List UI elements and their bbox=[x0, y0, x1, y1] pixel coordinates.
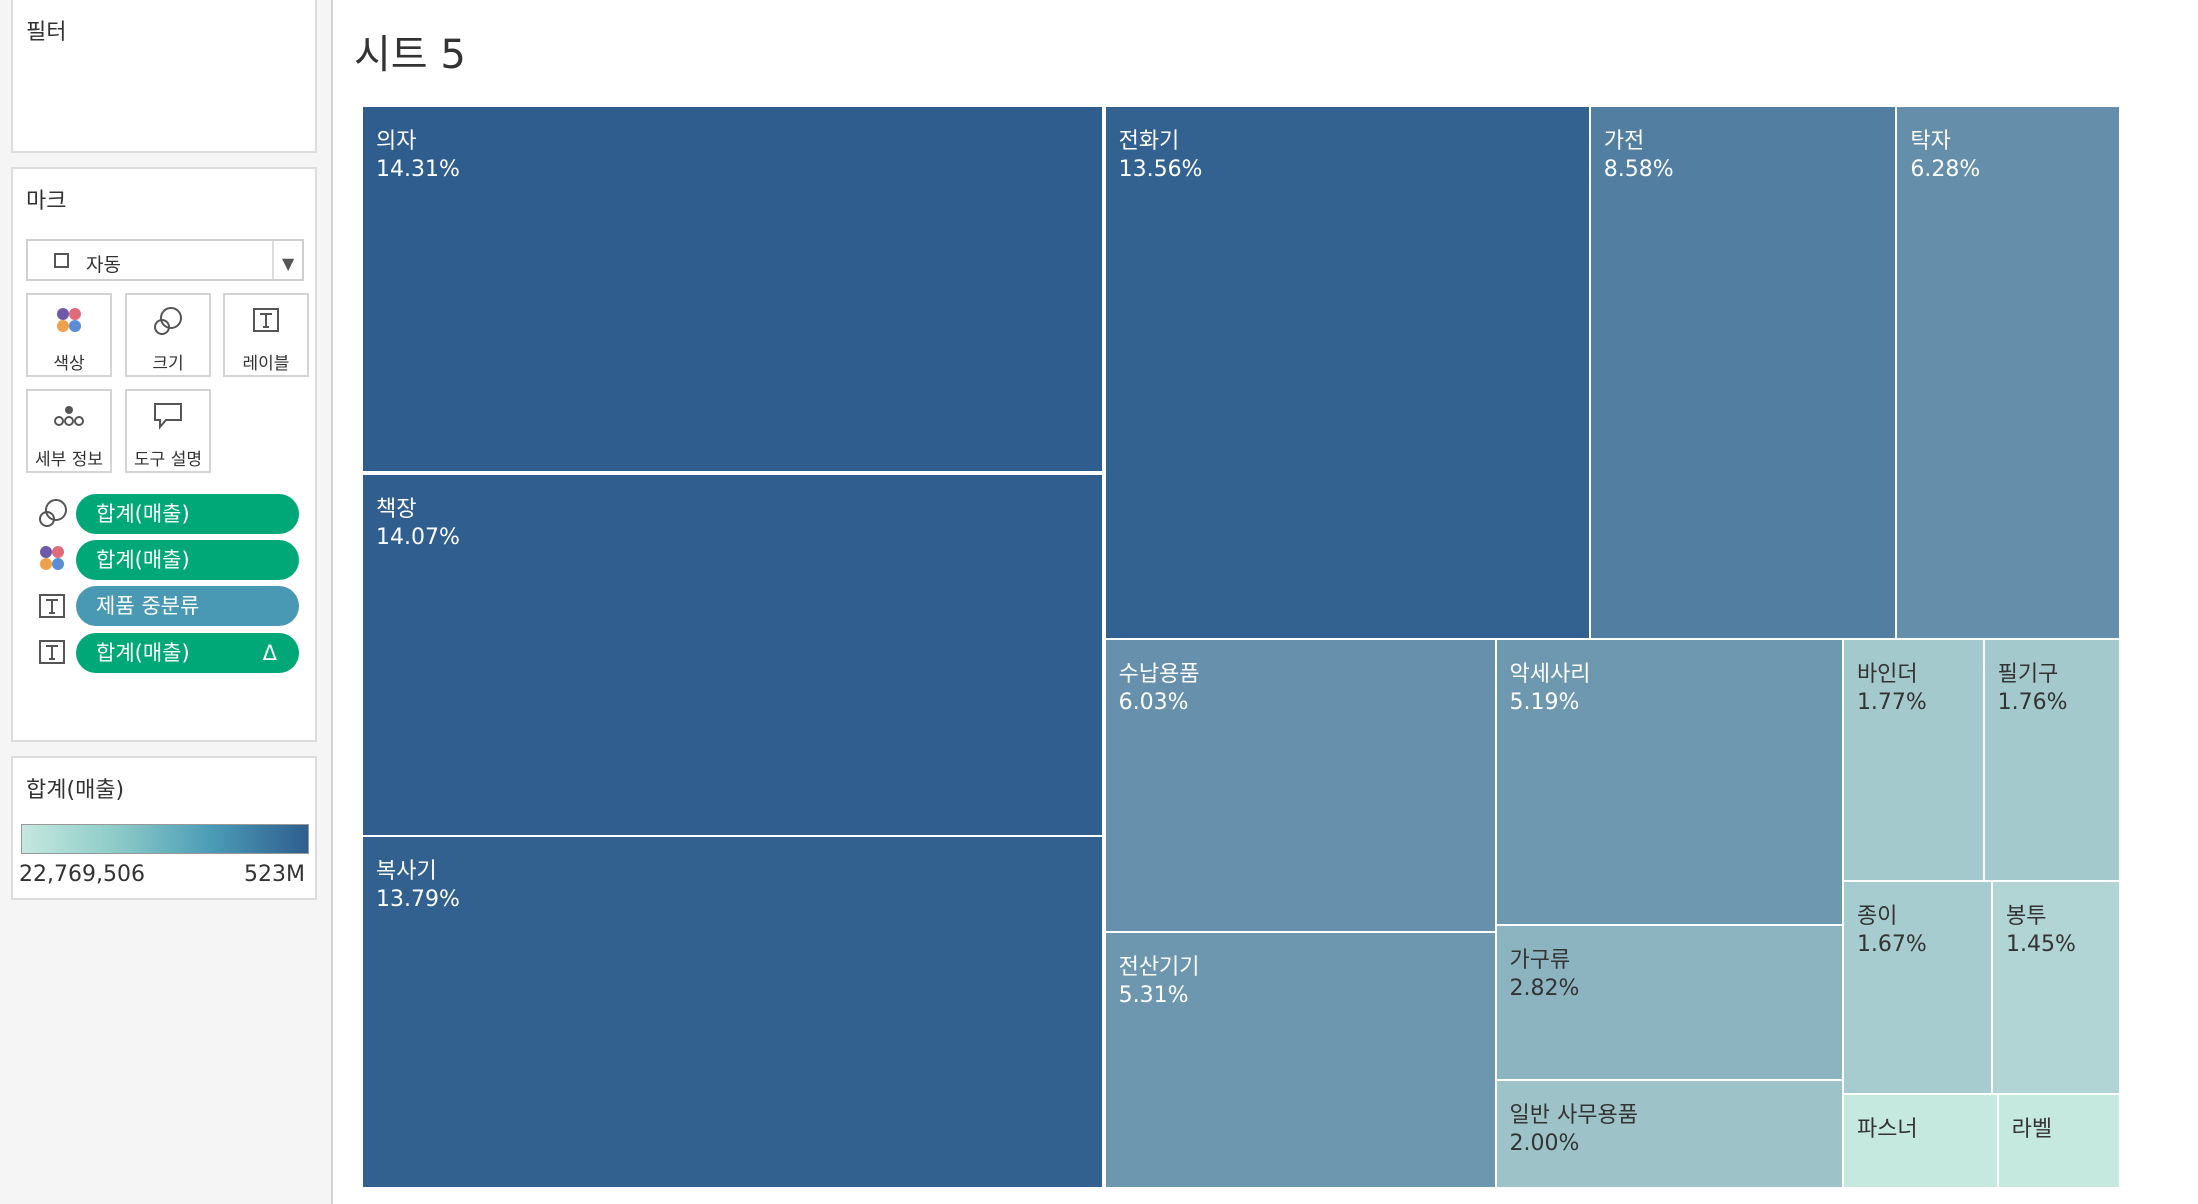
treemap-cell-name: 수납용품 bbox=[1118, 661, 1200, 687]
label-pill-category-label: 제품 중분류 bbox=[96, 594, 200, 618]
treemap-cell-percent: 1.77% bbox=[1856, 689, 1927, 715]
treemap-cell-name: 의자 bbox=[376, 129, 417, 154]
marks-title: 마크 bbox=[26, 189, 67, 214]
color-button[interactable]: 색상 bbox=[26, 293, 112, 377]
marks-card: 마크 자동 ▼ 색상 크기 bbox=[11, 167, 317, 742]
treemap-cell-name: 종이 bbox=[1856, 903, 1898, 929]
legend-max-label: 523M bbox=[244, 862, 305, 887]
treemap-cell-percent: 2.82% bbox=[1509, 975, 1580, 1001]
treemap-cell-percent: 13.79% bbox=[376, 886, 460, 912]
treemap-cell-name: 복사기 bbox=[376, 858, 437, 884]
tooltip-button[interactable]: 도구 설명 bbox=[125, 389, 211, 473]
size-button-label: 크기 bbox=[152, 354, 184, 374]
treemap-cell-percent: 14.31% bbox=[376, 157, 460, 182]
treemap-cell-name: 악세사리 bbox=[1509, 661, 1591, 687]
treemap-cell-name: 책장 bbox=[376, 496, 417, 522]
size-icon bbox=[37, 497, 69, 529]
treemap-cell[interactable]: 전산기기 5.31% bbox=[1104, 931, 1496, 1188]
treemap-cell-percent: 8.58% bbox=[1603, 157, 1674, 182]
label-pill-sales[interactable]: 합계(매출) Δ bbox=[76, 633, 299, 673]
label-icon bbox=[37, 637, 69, 669]
treemap-cell-name: 파스너 bbox=[1856, 1116, 1918, 1142]
treemap-cell-percent: 13.56% bbox=[1118, 157, 1203, 182]
treemap-cell-name: 탁자 bbox=[1910, 129, 1951, 154]
treemap-cell-name: 바인더 bbox=[1856, 661, 1918, 687]
treemap-cell[interactable]: 종이 1.67% bbox=[1842, 880, 1993, 1094]
treemap-cell-name: 봉투 bbox=[2006, 903, 2047, 929]
color-pill[interactable]: 합계(매출) bbox=[76, 540, 299, 580]
color-icon bbox=[37, 543, 69, 575]
mark-type-label: 자동 bbox=[86, 254, 121, 276]
size-button[interactable]: 크기 bbox=[125, 293, 211, 377]
treemap-cell[interactable]: 책장 14.07% bbox=[362, 473, 1104, 836]
treemap-cell[interactable]: 수납용품 6.03% bbox=[1104, 638, 1496, 932]
mark-type-dropdown[interactable]: 자동 ▼ bbox=[26, 239, 304, 281]
legend-min-label: 22,769,506 bbox=[19, 862, 145, 887]
treemap-cell[interactable]: 가전 8.58% bbox=[1589, 106, 1897, 639]
treemap-cell-percent: 5.31% bbox=[1118, 982, 1189, 1008]
dropdown-separator bbox=[272, 241, 274, 279]
treemap-cell[interactable]: 파스너 bbox=[1842, 1093, 1998, 1188]
treemap-cell-name: 가구류 bbox=[1509, 947, 1571, 973]
label-button[interactable]: 레이블 bbox=[223, 293, 309, 377]
mark-type-square-icon bbox=[54, 253, 69, 268]
color-button-label: 색상 bbox=[53, 354, 85, 374]
size-pill-label: 합계(매출) bbox=[96, 502, 190, 526]
treemap-cell[interactable]: 악세사리 5.19% bbox=[1495, 638, 1843, 925]
size-pill[interactable]: 합계(매출) bbox=[76, 494, 299, 534]
label-icon bbox=[37, 591, 69, 623]
treemap-cell-percent: 1.76% bbox=[1997, 689, 2068, 715]
treemap-cell-name: 전화기 bbox=[1118, 129, 1180, 154]
treemap-cell-percent: 14.07% bbox=[376, 524, 460, 550]
label-button-label: 레이블 bbox=[242, 354, 290, 374]
color-icon bbox=[28, 305, 110, 339]
label-pill-category[interactable]: 제품 중분류 bbox=[76, 586, 299, 626]
filters-title: 필터 bbox=[26, 20, 67, 45]
color-pill-label: 합계(매출) bbox=[96, 548, 190, 572]
filters-shelf[interactable]: 필터 bbox=[11, 0, 317, 153]
treemap-cell-percent: 1.45% bbox=[2006, 931, 2076, 957]
treemap-cell-name: 필기구 bbox=[1997, 661, 2059, 687]
detail-button[interactable]: 세부 정보 bbox=[26, 389, 112, 473]
treemap-cell-name: 가전 bbox=[1603, 129, 1645, 154]
treemap-cell-percent: 1.67% bbox=[1856, 931, 1927, 957]
tooltip-button-label: 도구 설명 bbox=[134, 450, 202, 470]
treemap-cell-name: 라벨 bbox=[2011, 1116, 2053, 1142]
chevron-down-icon[interactable]: ▼ bbox=[282, 254, 295, 273]
treemap-cell-percent: 2.00% bbox=[1509, 1130, 1580, 1156]
label-pill-sales-label: 합계(매출) bbox=[96, 641, 190, 665]
treemap-cell[interactable]: 필기구 1.76% bbox=[1983, 638, 2120, 881]
treemap-cell[interactable]: 바인더 1.77% bbox=[1842, 638, 1984, 881]
tooltip-icon bbox=[127, 401, 209, 435]
treemap-cell-percent: 6.03% bbox=[1118, 689, 1189, 715]
detail-icon bbox=[28, 401, 110, 435]
color-gradient-bar bbox=[21, 824, 309, 854]
treemap-cell[interactable]: 봉투 1.45% bbox=[1992, 880, 2120, 1094]
label-icon bbox=[225, 305, 307, 339]
treemap-cell-percent: 5.19% bbox=[1509, 689, 1580, 715]
left-pane: 필터 마크 자동 ▼ 색상 크기 bbox=[0, 0, 333, 1204]
treemap-cell-percent: 6.28% bbox=[1910, 157, 1981, 182]
treemap-cell[interactable]: 일반 사무용품 2.00% bbox=[1495, 1079, 1843, 1188]
legend-title: 합계(매출) bbox=[26, 778, 125, 803]
detail-button-label: 세부 정보 bbox=[35, 450, 103, 470]
size-icon bbox=[127, 305, 209, 341]
sheet-title: 시트 5 bbox=[354, 32, 466, 78]
treemap-cell-name: 일반 사무용품 bbox=[1509, 1102, 1638, 1128]
treemap-cell[interactable]: 가구류 2.82% bbox=[1495, 924, 1843, 1080]
treemap-cell[interactable]: 복사기 13.79% bbox=[362, 835, 1104, 1188]
treemap-cell-name: 전산기기 bbox=[1118, 954, 1200, 980]
treemap-cell[interactable]: 라벨 bbox=[1997, 1093, 2120, 1188]
treemap-cell[interactable]: 탁자 6.28% bbox=[1896, 106, 2120, 639]
treemap-cell[interactable]: 의자 14.31% bbox=[362, 106, 1104, 473]
treemap-chart: 의자 14.31% 책장 14.07% 복사기 13.79% 전화기 13.56% 가전 8.58… bbox=[362, 106, 2120, 1188]
treemap-cell[interactable]: 전화기 13.56% bbox=[1104, 106, 1590, 639]
color-legend-card[interactable]: 합계(매출) 22,769,506 523M bbox=[11, 756, 317, 900]
delta-icon: Δ bbox=[262, 641, 277, 665]
